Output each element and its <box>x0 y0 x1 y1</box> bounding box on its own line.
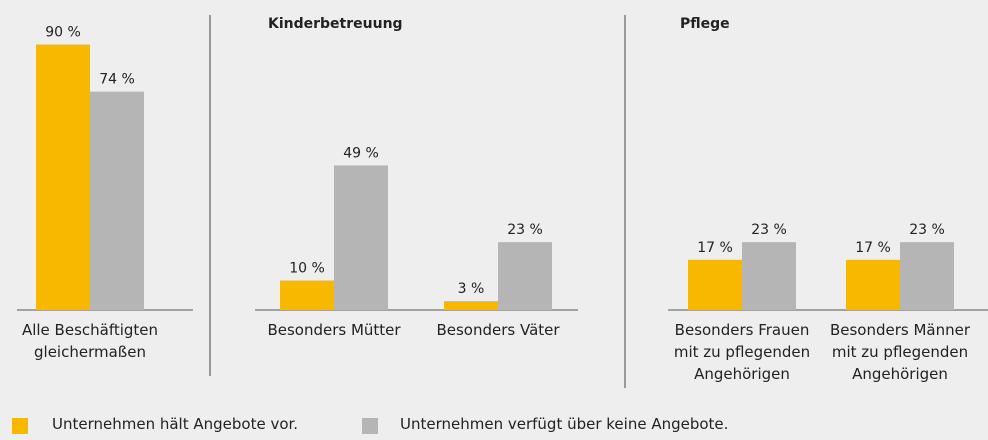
legend-swatch <box>12 418 28 434</box>
value-label: 49 % <box>343 145 379 161</box>
bar <box>742 242 796 310</box>
legend-label: Unternehmen verfügt über keine Angebote. <box>400 415 729 433</box>
bar <box>90 91 144 310</box>
bar <box>280 280 334 310</box>
value-label: 10 % <box>289 261 325 277</box>
bar <box>498 242 552 310</box>
bar <box>688 259 742 310</box>
chart-title: Kinderbetreuung <box>268 16 403 32</box>
category-label: Besonders Mütter <box>267 321 401 339</box>
value-label: 23 % <box>507 222 543 238</box>
value-label: 90 % <box>45 25 81 41</box>
value-label: 23 % <box>909 222 945 238</box>
category-label: Besonders Männer mit zu pflegenden Angeh… <box>829 321 971 383</box>
value-label: 23 % <box>751 222 787 238</box>
legend-label: Unternehmen hält Angebote vor. <box>52 415 299 433</box>
legend-swatch <box>362 418 378 434</box>
category-label: Besonders Väter <box>436 321 560 339</box>
chart-title: Pflege <box>680 16 730 32</box>
value-label: 17 % <box>697 240 733 256</box>
value-label: 17 % <box>855 240 891 256</box>
value-label: 3 % <box>458 281 485 297</box>
bar <box>846 259 900 310</box>
value-label: 74 % <box>99 72 135 88</box>
bar <box>900 242 954 310</box>
category-label: Besonders Frauen mit zu pflegenden Angeh… <box>673 321 811 383</box>
bar <box>334 165 388 310</box>
category-label: Alle Beschäftigten gleichermaßen <box>21 321 159 361</box>
bar <box>36 44 90 310</box>
bar <box>444 301 498 310</box>
